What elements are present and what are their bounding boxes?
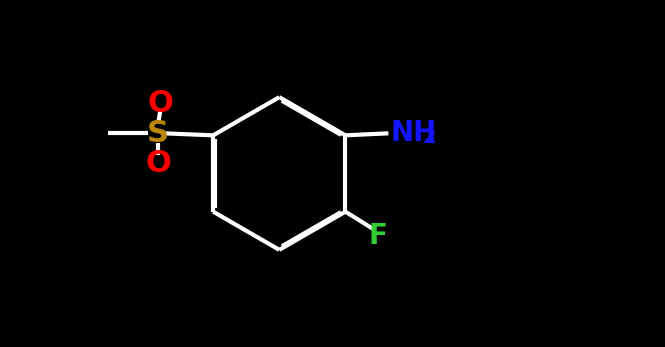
Text: O: O	[145, 149, 171, 178]
Text: S: S	[147, 119, 169, 148]
Text: 2: 2	[422, 128, 436, 147]
Text: O: O	[147, 89, 173, 118]
Text: F: F	[369, 222, 388, 250]
Text: NH: NH	[390, 119, 437, 147]
